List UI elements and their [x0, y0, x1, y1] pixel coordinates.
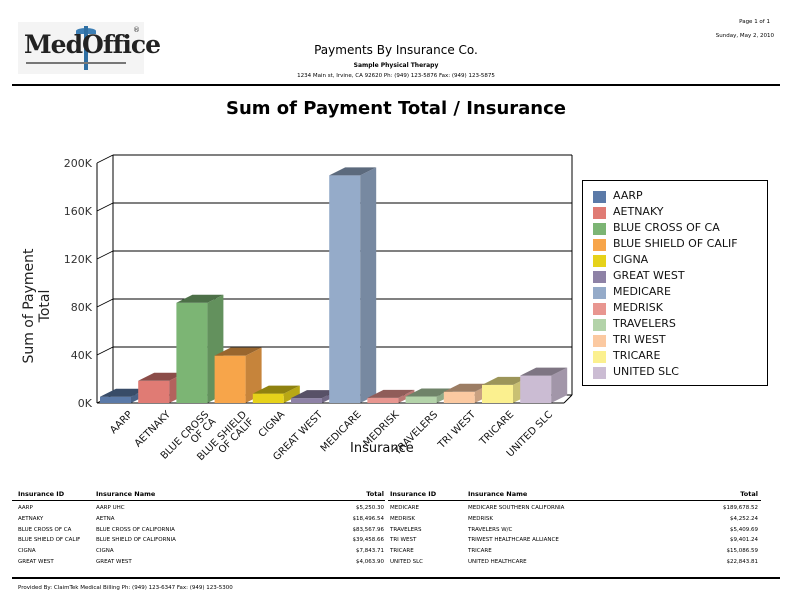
- col-header-total-left: Total: [366, 490, 384, 498]
- legend-label: TRICARE: [613, 349, 661, 362]
- footer-provider: Provided By: ClaimTek Medical Billing Ph…: [18, 585, 233, 591]
- cell-total: $15,086.59: [726, 548, 759, 555]
- practice-address: 1234 Main st, Irvine, CA 92620 Ph: (949)…: [297, 73, 495, 79]
- legend-label: TRI WEST: [613, 333, 666, 346]
- cell-total: $5,250.30: [356, 505, 384, 511]
- legend-label: MEDICARE: [613, 285, 671, 298]
- legend-swatch-icon: [593, 303, 606, 315]
- report-date: Sunday, May 2, 2010: [715, 33, 774, 39]
- cell-insurance-name: UNITED HEALTHCARE: [468, 559, 527, 565]
- legend-label: UNITED SLC: [613, 365, 679, 378]
- bar-medicare: [329, 167, 377, 403]
- cell-insurance-name: BLUE CROSS OF CALIFORNIA: [96, 526, 175, 533]
- cell-insurance-id: BLUE SHIELD OF CALIF: [18, 537, 81, 544]
- legend-label: MEDRISK: [613, 301, 663, 314]
- bar-cigna: [252, 385, 300, 403]
- cell-insurance-id: TRICARE: [390, 548, 414, 555]
- x-axis-label: Insurance: [350, 441, 414, 456]
- cell-insurance-name: AETNA: [96, 515, 115, 522]
- y-tick-160k: 160K: [63, 205, 92, 218]
- cell-insurance-id: MEDICARE: [390, 505, 419, 511]
- cell-total: $4,252.24: [730, 515, 758, 522]
- cell-insurance-name: TRIWEST HEALTHCARE ALLIANCE: [468, 537, 559, 544]
- bar-united-slc: [520, 367, 568, 403]
- cell-total: $5,409.69: [730, 526, 758, 533]
- cell-insurance-id: TRI WEST: [390, 537, 417, 544]
- cell-insurance-name: TRICARE: [468, 548, 492, 555]
- col-header-insurance-name-right: Insurance Name: [468, 490, 528, 498]
- legend-swatch-icon: [593, 351, 606, 363]
- legend-swatch-icon: [593, 255, 606, 267]
- cell-total: $189,678.52: [723, 505, 758, 511]
- legend-label: CIGNA: [613, 253, 649, 266]
- legend-label: BLUE SHIELD OF CALIF: [613, 237, 738, 250]
- caduceus-staff-icon: [84, 26, 88, 70]
- logo-text: MedOffice: [24, 30, 161, 59]
- cell-total: $7,843.71: [356, 548, 384, 555]
- chart-legend: AARP AETNAKY BLUE CROSS OF CA BLUE SHIELD O…: [582, 180, 768, 386]
- legend-swatch-icon: [593, 287, 606, 299]
- legend-label: AETNAKY: [613, 205, 664, 218]
- legend-swatch-icon: [593, 271, 606, 283]
- cell-insurance-id: MEDRISK: [390, 515, 415, 522]
- col-header-insurance-id-right: Insurance ID: [390, 490, 437, 498]
- y-tick-200k: 200K: [63, 157, 92, 170]
- legend-label: AARP: [613, 189, 643, 202]
- report-title: Payments By Insurance Co.: [314, 43, 478, 57]
- legend-swatch-icon: [593, 191, 606, 203]
- registered-mark: ®: [133, 26, 140, 34]
- cell-insurance-id: UNITED SLC: [390, 559, 423, 565]
- cell-total: $22,843.81: [726, 559, 759, 565]
- legend-swatch-icon: [593, 207, 606, 219]
- y-tick-80k: 80K: [70, 301, 92, 314]
- legend-swatch-icon: [593, 239, 606, 251]
- logo-underline: [26, 62, 126, 64]
- cell-insurance-name: AARP UHC: [96, 505, 125, 511]
- col-header-insurance-id-left: Insurance ID: [18, 490, 65, 498]
- table-header-rule-left: [12, 500, 385, 501]
- cell-insurance-id: CIGNA: [18, 548, 36, 555]
- footer-divider: [12, 577, 780, 579]
- cell-insurance-name: CIGNA: [96, 548, 114, 555]
- col-header-total-right: Total: [740, 490, 758, 498]
- col-header-insurance-name-left: Insurance Name: [96, 490, 156, 498]
- y-tick-0k: 0K: [77, 397, 92, 410]
- cell-insurance-name: TRAVELERS W/C: [468, 526, 513, 533]
- practice-name: Sample Physical Therapy: [353, 62, 439, 69]
- cell-insurance-id: TRAVELERS: [390, 526, 422, 533]
- cell-total: $18,496.54: [352, 515, 385, 522]
- cell-insurance-id: AETNAKY: [18, 515, 44, 522]
- legend-swatch-icon: [593, 335, 606, 347]
- cell-total: $39,458.66: [352, 537, 385, 544]
- cell-total: $9,401.24: [730, 537, 758, 544]
- medoffice-logo: MedOffice ®: [18, 22, 161, 74]
- y-tick-40k: 40K: [70, 349, 92, 362]
- cell-insurance-name: MEDRISK: [468, 515, 493, 522]
- cell-insurance-name: GREAT WEST: [96, 559, 132, 565]
- cell-insurance-id: GREAT WEST: [18, 559, 54, 565]
- legend-label: GREAT WEST: [613, 269, 685, 282]
- chart-title: Sum of Payment Total / Insurance: [226, 98, 566, 119]
- bar-blue-shield-of-calif: [214, 347, 262, 403]
- cell-insurance-id: BLUE CROSS OF CA: [18, 526, 72, 533]
- legend-swatch-icon: [593, 223, 606, 235]
- y-tick-120k: 120K: [63, 253, 92, 266]
- page-number: Page 1 of 1: [739, 19, 770, 25]
- cell-insurance-name: BLUE SHIELD OF CALIFORNIA: [96, 537, 176, 544]
- cell-total: $83,567.96: [352, 526, 385, 533]
- header-divider: [12, 84, 780, 86]
- cell-insurance-name: MEDICARE SOUTHERN CALIFORNIA: [468, 505, 565, 511]
- legend-swatch-icon: [593, 367, 606, 379]
- legend-label: TRAVELERS: [613, 317, 676, 330]
- cell-total: $4,063.90: [356, 559, 384, 565]
- table-header-rule-right: [388, 500, 761, 501]
- legend-label: BLUE CROSS OF CA: [613, 221, 720, 234]
- cell-insurance-id: AARP: [18, 505, 33, 511]
- plot-bars: [100, 167, 568, 403]
- legend-swatch-icon: [593, 319, 606, 331]
